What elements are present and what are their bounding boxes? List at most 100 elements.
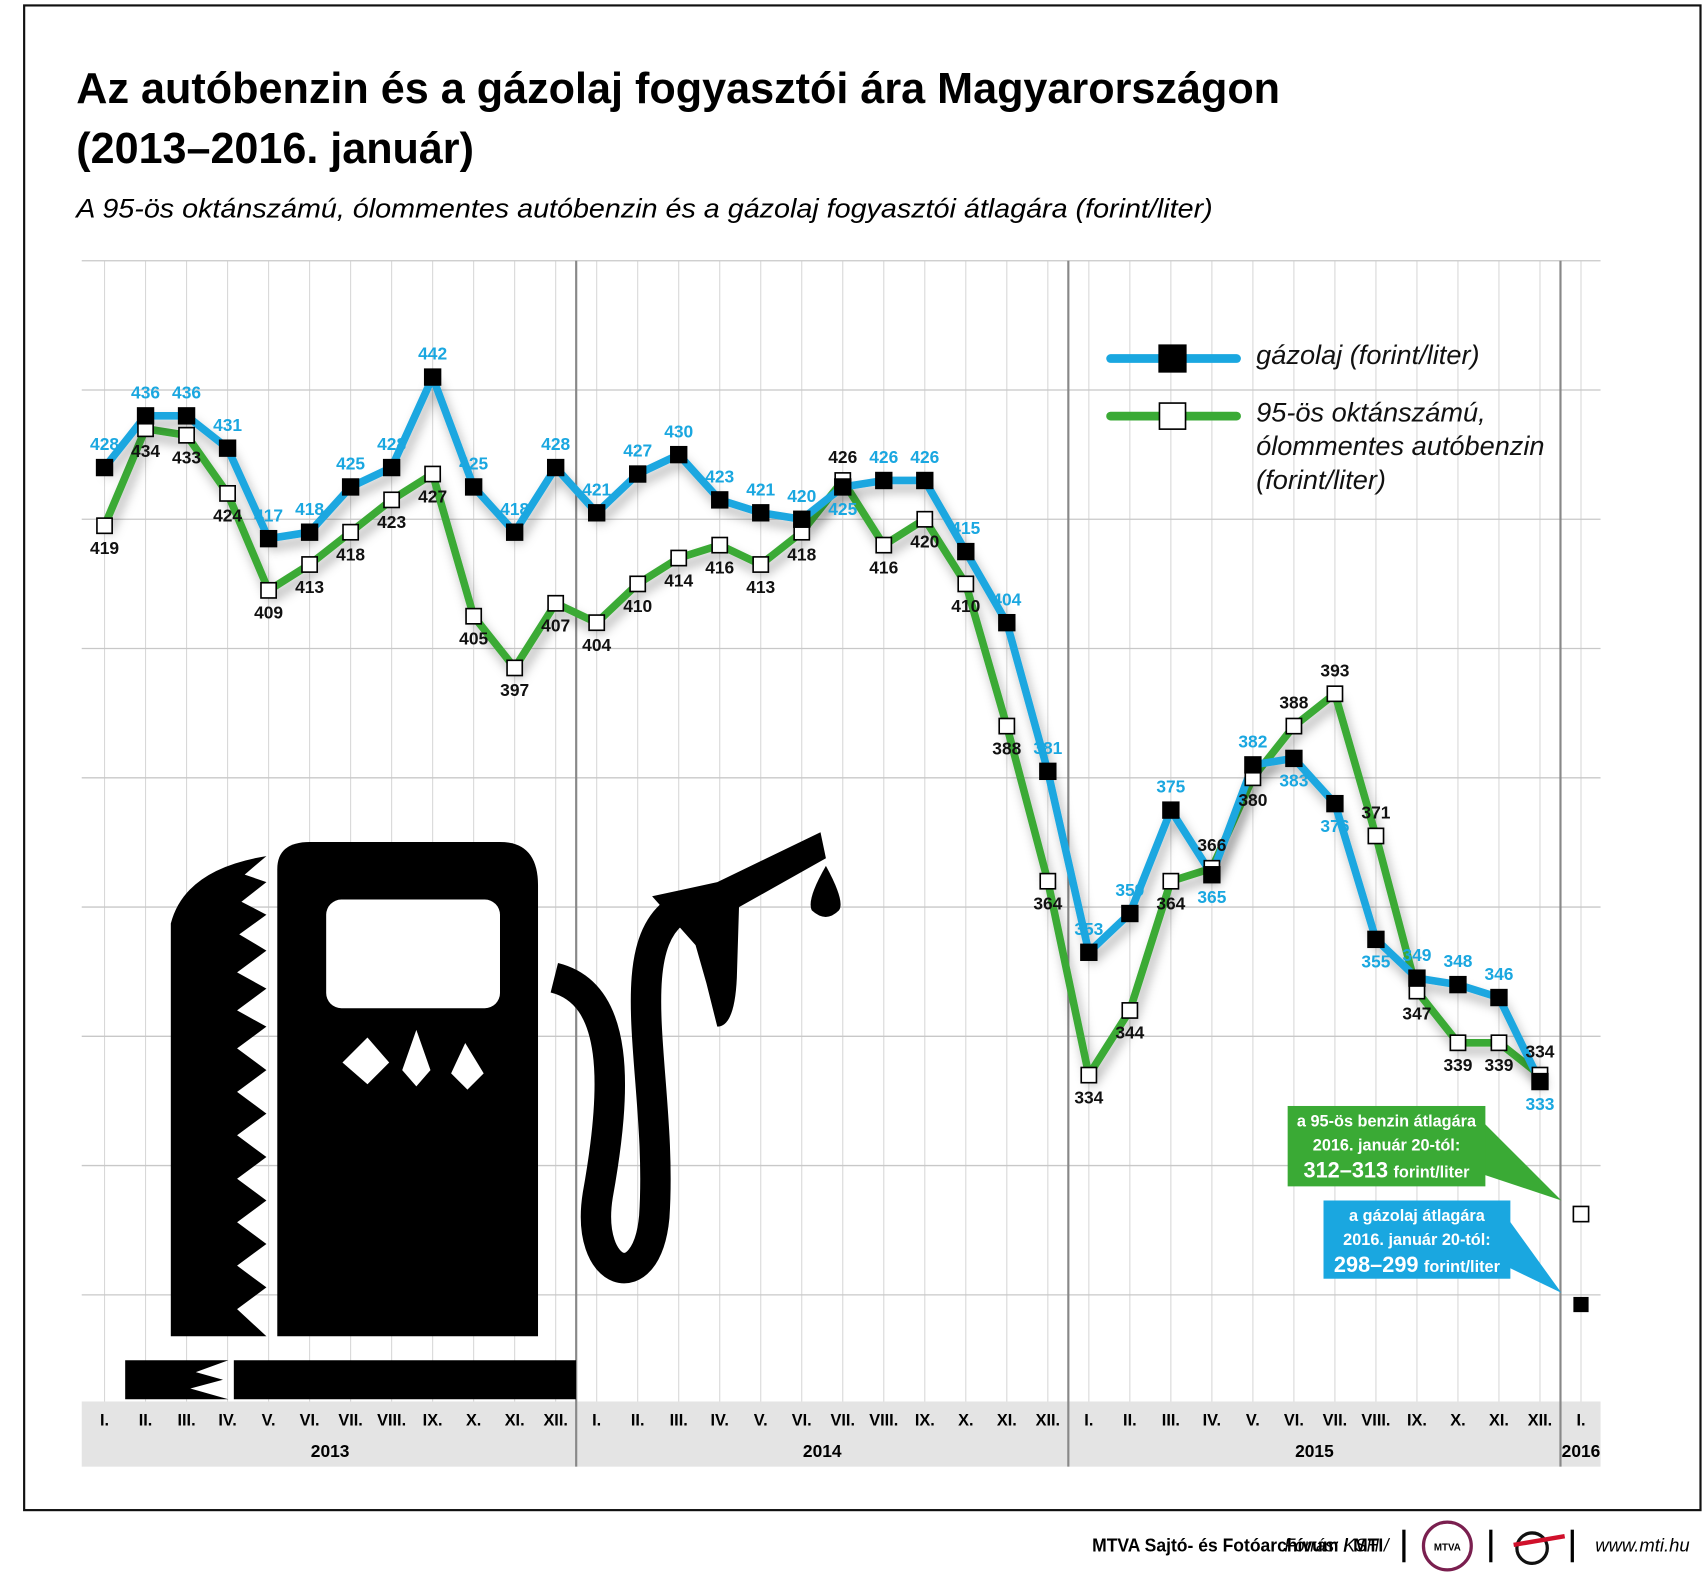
x-tick-label: V. [754,1411,768,1429]
chart-title: Az autóbenzin és a gázolaj fogyasztói ár… [76,65,1280,113]
data-label: 339 [1443,1055,1472,1075]
data-label: 397 [500,680,529,700]
marker [834,478,852,496]
marker [1367,827,1385,845]
marker [218,439,237,457]
marker [464,478,483,496]
axis-band [81,1401,1601,1467]
marker [506,659,524,677]
marker [1285,717,1303,735]
marker [793,510,811,528]
note-text: a gázolaj átlagára [1349,1207,1486,1225]
note-text: 2016. január 20-tól: [1313,1137,1461,1155]
marker [670,549,688,567]
note-text: a 95-ös benzin átlagára [1297,1113,1477,1131]
marker [916,471,934,490]
data-label: 404 [582,635,611,655]
legend-marker [1158,344,1187,373]
data-label: 359 [1115,880,1144,900]
x-tick-label: X. [1450,1411,1465,1429]
data-label: 426 [828,447,857,467]
x-tick-label: V. [1246,1411,1260,1429]
data-label: 339 [1484,1055,1513,1075]
x-tick-label: III. [670,1411,688,1429]
note-marker [1573,1296,1589,1313]
marker [136,407,155,425]
data-label: 334 [1074,1087,1103,1107]
data-label: 416 [705,557,734,577]
marker [342,523,360,541]
note-pointer [1504,1214,1562,1293]
data-label: 409 [254,603,283,623]
marker [588,614,606,632]
x-tick-label: VII. [831,1411,855,1429]
data-label: 365 [1197,887,1226,907]
data-label: 405 [459,628,488,648]
marker [629,465,647,483]
drop [402,1029,431,1087]
year-label: 2015 [1295,1441,1334,1461]
data-label: 436 [172,382,201,402]
data-label: 436 [131,382,160,402]
x-tick-label: II. [139,1411,153,1429]
data-label: 431 [213,415,242,435]
source-label: Forrás: KSH / [1284,1534,1390,1555]
marker [382,458,401,477]
data-label: 410 [623,596,652,616]
data-label: 419 [90,538,119,558]
marker [465,607,483,625]
x-tick-label: IX. [423,1411,443,1429]
data-label: 415 [951,518,980,538]
data-label: 364 [1033,893,1062,913]
year-label: 2016 [1562,1441,1601,1461]
data-label: 426 [869,447,898,467]
hose [549,900,685,1284]
data-label: 423 [705,466,734,486]
data-label: 348 [1443,951,1472,971]
marker [1326,685,1344,703]
x-tick-label: IV. [1203,1411,1221,1429]
pump-base [125,1360,229,1400]
x-tick-label: III. [178,1411,196,1429]
marker [260,581,278,599]
data-label: 413 [746,577,775,597]
note-unit: forint/liter [1394,1164,1471,1182]
marker [916,510,934,528]
note-marker [1572,1205,1590,1223]
marker [1244,756,1262,774]
data-label: 421 [582,479,611,499]
marker [1449,975,1467,994]
marker [1408,969,1426,987]
marker [1162,801,1180,819]
note-range: 312–313 [1304,1158,1389,1183]
data-label: 424 [213,506,242,526]
data-label: 375 [1156,777,1185,797]
data-label: 420 [910,532,939,552]
data-label: 442 [418,344,447,364]
note-unit: forint/liter [1424,1258,1501,1276]
marker [1039,762,1057,781]
x-tick-label: VI. [792,1411,812,1429]
data-label: 344 [1115,1023,1144,1043]
marker [957,575,975,593]
data-label: 382 [1238,731,1267,751]
marker [998,613,1016,632]
legend-label-box: gázolaj (forint/liter) [1256,340,1479,370]
data-label: 433 [172,447,201,467]
x-tick-label: I. [592,1411,601,1429]
marker [505,523,524,541]
marker [219,484,236,502]
marker [1490,1034,1508,1052]
marker [629,575,647,593]
data-label: 388 [1279,693,1308,713]
data-label: 425 [459,454,488,474]
data-label: 426 [910,447,939,467]
nozzle [652,832,826,1027]
x-tick-label: XI. [1489,1411,1509,1429]
marker [875,471,893,490]
marker [301,556,319,573]
marker [1285,749,1303,768]
marker [1367,930,1385,949]
x-tick-label: X. [958,1411,973,1429]
